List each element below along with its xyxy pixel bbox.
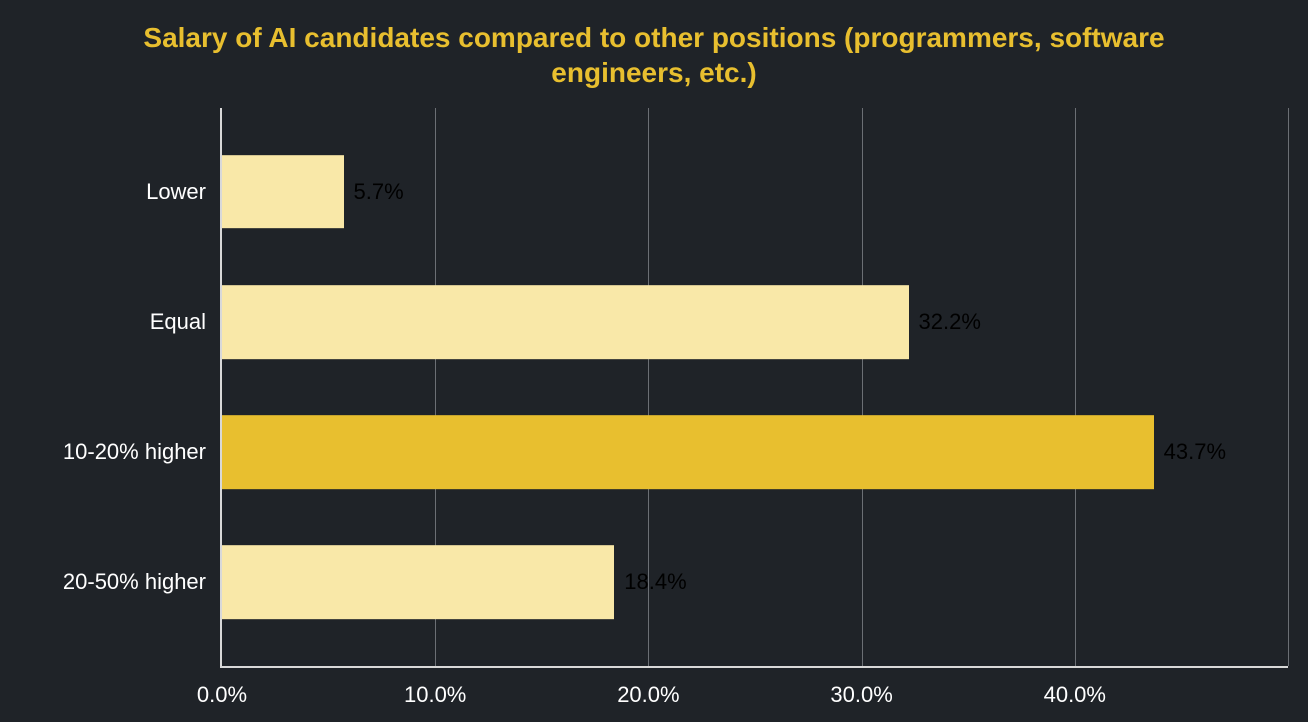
- bar-value-label: 5.7%: [354, 179, 404, 205]
- x-tick-label: 10.0%: [404, 682, 466, 708]
- x-tick-label: 30.0%: [830, 682, 892, 708]
- x-tick-label: 0.0%: [197, 682, 247, 708]
- x-tick-label: 20.0%: [617, 682, 679, 708]
- salary-comparison-chart: Salary of AI candidates compared to othe…: [10, 20, 1298, 668]
- gridline: [862, 108, 863, 666]
- chart-title: Salary of AI candidates compared to othe…: [104, 20, 1204, 90]
- y-tick-label: Equal: [150, 309, 206, 335]
- bar-value-label: 32.2%: [919, 309, 981, 335]
- y-tick-label: Lower: [146, 179, 206, 205]
- y-tick-label: 20-50% higher: [63, 569, 206, 595]
- bar: [222, 155, 344, 229]
- bar: [222, 415, 1154, 489]
- x-tick-label: 40.0%: [1044, 682, 1106, 708]
- bar-value-label: 43.7%: [1164, 439, 1226, 465]
- gridline: [1075, 108, 1076, 666]
- bar: [222, 285, 909, 359]
- y-tick-label: 10-20% higher: [63, 439, 206, 465]
- bar: [222, 545, 614, 619]
- bar-value-label: 18.4%: [624, 569, 686, 595]
- plot-area: 0.0%10.0%20.0%30.0%40.0%Lower5.7%Equal32…: [220, 108, 1288, 668]
- gridline: [1288, 108, 1289, 666]
